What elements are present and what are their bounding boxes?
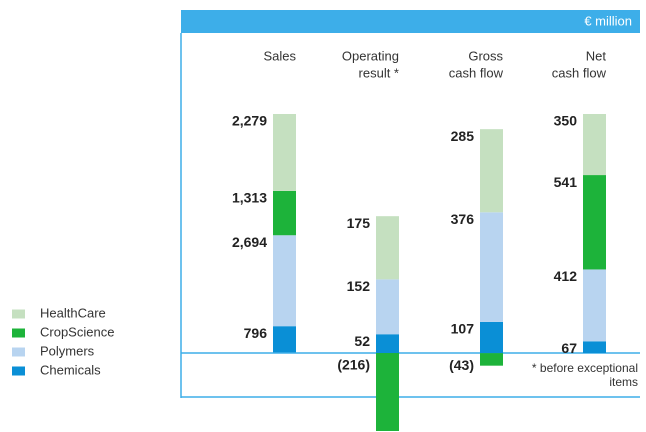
column-title: Sales bbox=[263, 48, 296, 63]
value-label: 1,313 bbox=[232, 190, 267, 206]
legend-swatch bbox=[12, 347, 25, 357]
value-label: 2,694 bbox=[232, 234, 267, 250]
bar-segment bbox=[583, 175, 606, 270]
column-title: result * bbox=[359, 65, 399, 80]
bar-segment bbox=[376, 279, 399, 335]
legend-swatch bbox=[12, 309, 25, 319]
bar-segment bbox=[583, 341, 606, 354]
value-label: 350 bbox=[554, 113, 578, 129]
value-label: 541 bbox=[554, 174, 578, 190]
legend-label: Polymers bbox=[40, 343, 95, 358]
legend-label: CropScience bbox=[40, 324, 114, 339]
value-label: 376 bbox=[451, 211, 475, 227]
column-title: cash flow bbox=[552, 65, 607, 80]
bar-segment bbox=[273, 114, 296, 191]
bar-segment bbox=[583, 114, 606, 176]
bar-segment bbox=[376, 216, 399, 280]
bar-segment bbox=[376, 334, 399, 354]
bar-segment bbox=[273, 235, 296, 327]
bar-segment bbox=[273, 326, 296, 354]
column-title: Operating bbox=[342, 48, 399, 63]
legend-swatch bbox=[12, 366, 25, 376]
value-label: 107 bbox=[451, 321, 475, 337]
bar-segment bbox=[273, 190, 296, 236]
column-title: Gross bbox=[468, 48, 503, 63]
value-label: 285 bbox=[451, 128, 475, 144]
bar-segment bbox=[480, 212, 503, 322]
value-label: 175 bbox=[347, 215, 371, 231]
bar-segment bbox=[376, 353, 399, 431]
footnote: * before exceptional bbox=[532, 361, 638, 375]
bar-segment bbox=[583, 269, 606, 342]
column-title: cash flow bbox=[449, 65, 504, 80]
value-label: 2,279 bbox=[232, 113, 267, 129]
value-label: 67 bbox=[561, 340, 577, 356]
value-label: 52 bbox=[354, 333, 370, 349]
value-label: (216) bbox=[337, 357, 370, 373]
value-label: 412 bbox=[554, 268, 578, 284]
value-label: (43) bbox=[449, 357, 474, 373]
column-title: Net bbox=[586, 48, 607, 63]
value-label: 796 bbox=[244, 325, 268, 341]
legend-label: Chemicals bbox=[40, 362, 101, 377]
legend-swatch bbox=[12, 328, 25, 338]
bar-segment bbox=[480, 321, 503, 354]
bar-segment bbox=[480, 353, 503, 366]
legend-label: HealthCare bbox=[40, 305, 106, 320]
header-bar bbox=[181, 10, 640, 33]
unit-label: € million bbox=[584, 13, 632, 28]
bar-segment bbox=[480, 129, 503, 213]
footnote: items bbox=[609, 375, 638, 389]
value-label: 152 bbox=[347, 278, 371, 294]
